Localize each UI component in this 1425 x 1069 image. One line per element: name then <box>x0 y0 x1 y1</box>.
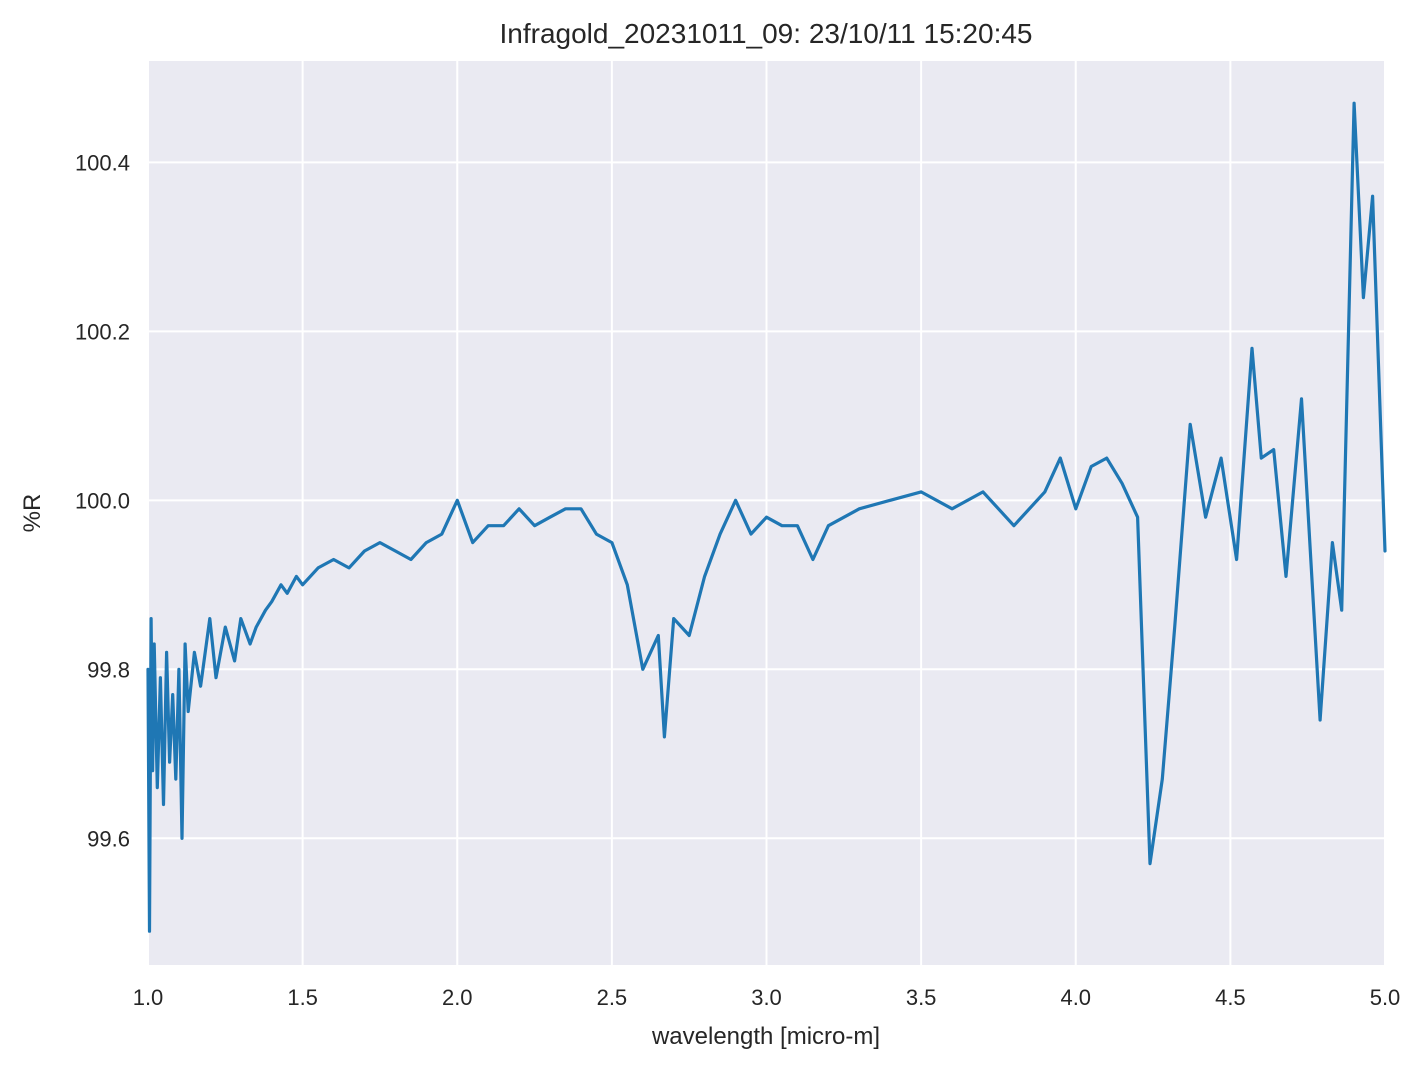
y-tick-label: 100.2 <box>75 319 130 344</box>
x-tick-label: 1.5 <box>287 985 318 1010</box>
x-axis-label: wavelength [micro-m] <box>651 1023 880 1050</box>
x-tick-label: 4.5 <box>1215 985 1246 1010</box>
series-line <box>146 101 1387 933</box>
x-tick-label: 5.0 <box>1370 985 1401 1010</box>
x-tick-labels: 1.0 1.5 2.0 2.5 3.0 3.5 4.0 4.5 5.0 <box>133 985 1401 1010</box>
x-tick-label: 1.0 <box>133 985 164 1010</box>
y-tick-label: 99.6 <box>87 826 130 851</box>
y-tick-label: 100.0 <box>75 488 130 513</box>
x-tick-label: 3.0 <box>751 985 782 1010</box>
x-tick-label: 3.5 <box>906 985 937 1010</box>
y-tick-labels: 99.6 99.8 100.0 100.2 100.4 <box>75 150 130 851</box>
x-tick-label: 4.0 <box>1060 985 1091 1010</box>
x-tick-label: 2.5 <box>597 985 628 1010</box>
y-tick-label: 100.4 <box>75 150 130 175</box>
chart-title: Infragold_20231011_09: 23/10/11 15:20:45 <box>500 18 1033 49</box>
y-axis-label: %R <box>19 494 46 533</box>
y-tick-label: 99.8 <box>87 657 130 682</box>
x-tick-label: 2.0 <box>442 985 473 1010</box>
